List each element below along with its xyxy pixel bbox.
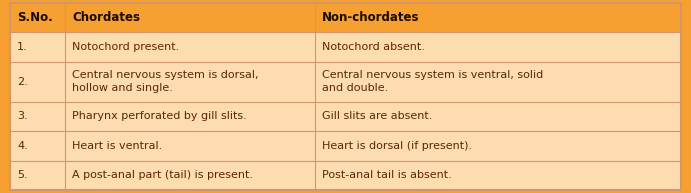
- Text: Gill slits are absent.: Gill slits are absent.: [322, 111, 433, 121]
- Text: S.No.: S.No.: [17, 11, 53, 24]
- Text: 4.: 4.: [17, 141, 28, 151]
- Text: Pharynx perforated by gill slits.: Pharynx perforated by gill slits.: [73, 111, 247, 121]
- Text: Non-chordates: Non-chordates: [322, 11, 419, 24]
- Text: 3.: 3.: [17, 111, 28, 121]
- Text: Chordates: Chordates: [73, 11, 140, 24]
- Text: 1.: 1.: [17, 42, 28, 52]
- Text: Notochord absent.: Notochord absent.: [322, 42, 425, 52]
- Text: Notochord present.: Notochord present.: [73, 42, 180, 52]
- Text: A post-anal part (tail) is present.: A post-anal part (tail) is present.: [73, 170, 253, 180]
- Text: Central nervous system is dorsal,
hollow and single.: Central nervous system is dorsal, hollow…: [73, 70, 258, 93]
- Text: Post-anal tail is absent.: Post-anal tail is absent.: [322, 170, 452, 180]
- Text: 2.: 2.: [17, 77, 28, 87]
- Text: Heart is ventral.: Heart is ventral.: [73, 141, 162, 151]
- Text: Central nervous system is ventral, solid
and double.: Central nervous system is ventral, solid…: [322, 70, 544, 93]
- Bar: [10, 3, 681, 32]
- Text: Heart is dorsal (if present).: Heart is dorsal (if present).: [322, 141, 473, 151]
- Text: 5.: 5.: [17, 170, 28, 180]
